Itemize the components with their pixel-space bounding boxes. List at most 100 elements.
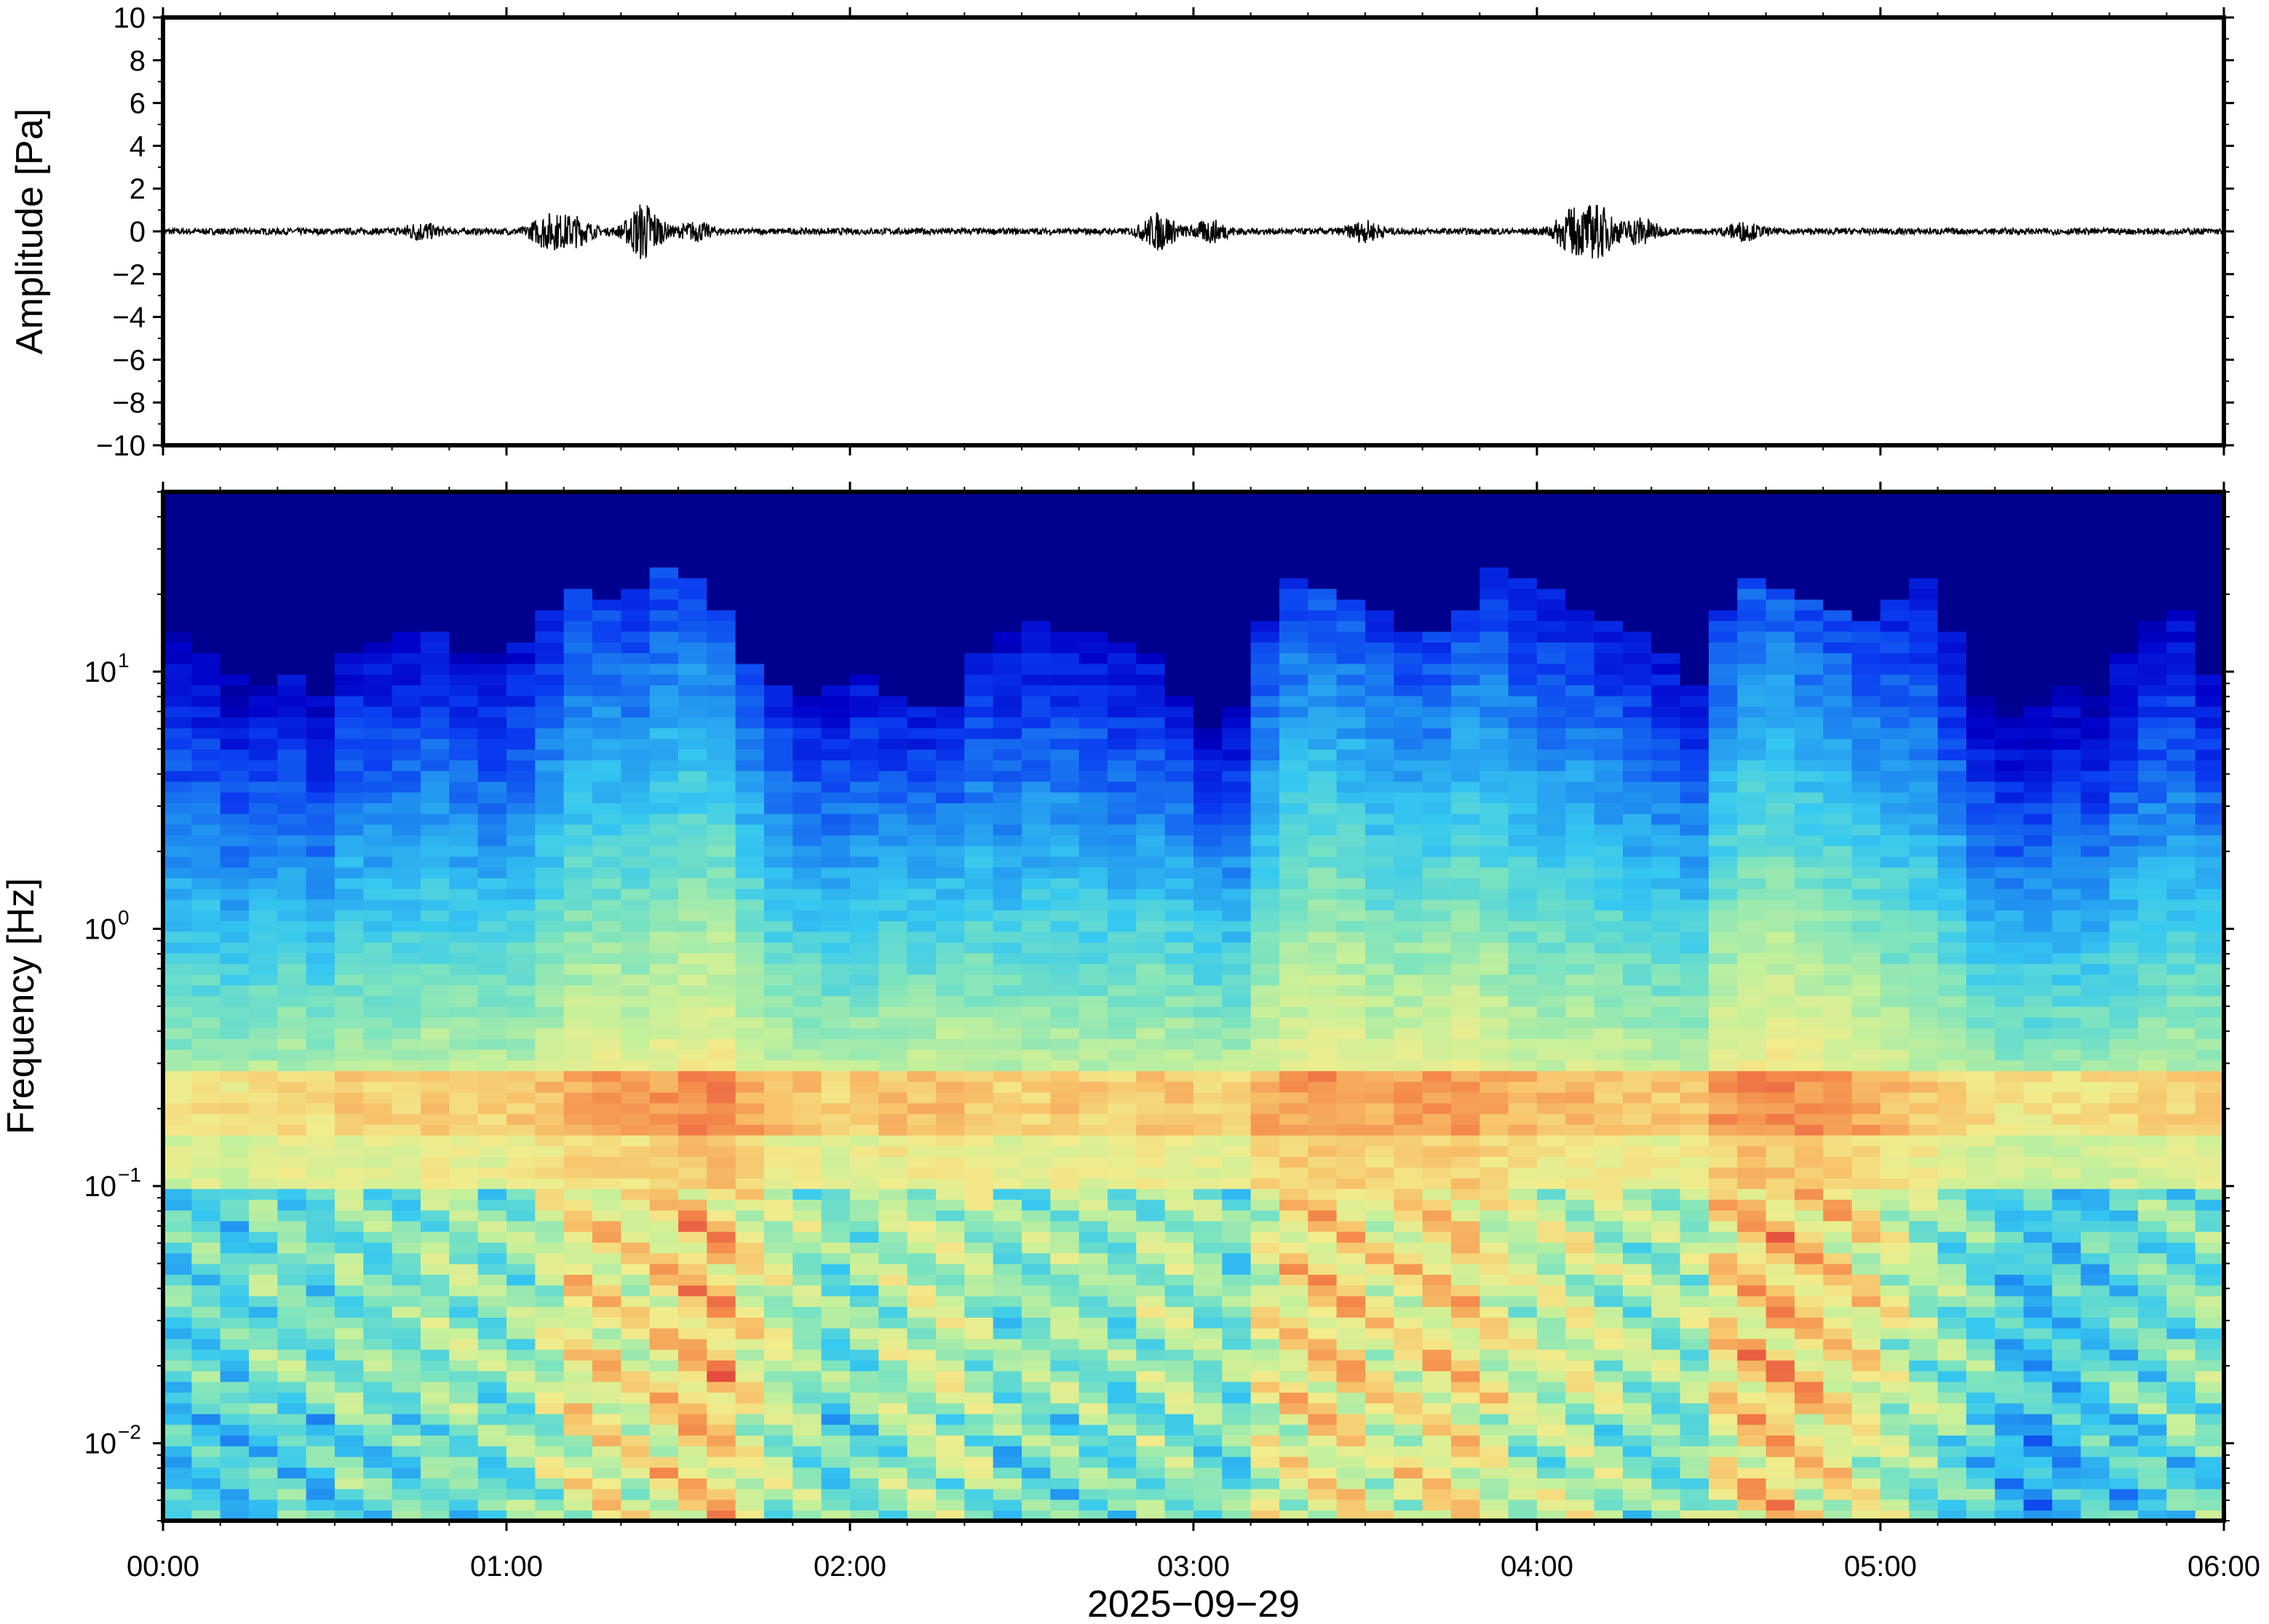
spectrogram-cell bbox=[392, 1102, 421, 1115]
spectrogram-cell bbox=[421, 717, 450, 728]
spectrogram-cell bbox=[563, 1081, 593, 1093]
waveform-y-tick-label: 8 bbox=[130, 45, 146, 77]
spectrogram-cell bbox=[363, 1209, 393, 1222]
spectrogram-cell bbox=[306, 1263, 335, 1275]
spectrogram-cell bbox=[1565, 631, 1595, 643]
spectrogram-cell bbox=[678, 652, 708, 664]
spectrogram-cell bbox=[1279, 1188, 1309, 1200]
spectrogram-cell bbox=[363, 1424, 393, 1436]
spectrogram-cell bbox=[563, 502, 593, 514]
spectrogram-cell bbox=[1193, 888, 1223, 900]
spectrogram-cell bbox=[707, 899, 736, 911]
spectrogram-cell bbox=[993, 1445, 1022, 1457]
spectrogram-cell bbox=[392, 556, 421, 568]
spectrogram-cell bbox=[993, 663, 1022, 675]
spectrogram-cell bbox=[163, 984, 193, 997]
spectrogram-cell bbox=[735, 631, 765, 643]
spectrogram-cell bbox=[1279, 1091, 1309, 1104]
spectrogram-cell bbox=[1365, 984, 1395, 997]
spectrogram-cell bbox=[1451, 706, 1481, 718]
spectrogram-cell bbox=[1250, 620, 1280, 632]
spectrogram-cell bbox=[1479, 877, 1509, 889]
spectrogram-cell bbox=[964, 974, 994, 986]
spectrogram-cell bbox=[821, 1381, 851, 1393]
spectrogram-cell bbox=[1136, 1091, 1166, 1104]
spectrogram-cell bbox=[1078, 728, 1108, 739]
spectrogram-cell bbox=[1308, 995, 1338, 1007]
spectrogram-cell bbox=[506, 1091, 536, 1104]
spectrogram-cell bbox=[707, 706, 736, 718]
spectrogram-cell bbox=[936, 984, 966, 997]
spectrogram-cell bbox=[249, 835, 279, 846]
spectrogram-cell bbox=[1078, 1048, 1108, 1061]
spectrogram-cell bbox=[1108, 1091, 1137, 1104]
spectrogram-cell bbox=[535, 1445, 565, 1457]
spectrogram-cell bbox=[1022, 556, 1052, 568]
spectrogram-cell bbox=[306, 909, 335, 921]
spectrogram-cell bbox=[506, 1113, 536, 1125]
spectrogram-cell bbox=[907, 1349, 937, 1361]
spectrogram-cell bbox=[1565, 1370, 1595, 1382]
spectrogram-cell bbox=[1222, 1499, 1252, 1511]
spectrogram-cell bbox=[563, 492, 593, 503]
spectrogram-cell bbox=[707, 835, 736, 846]
spectrogram-cell bbox=[191, 1306, 221, 1318]
spectrogram-cell bbox=[1022, 663, 1052, 675]
spectrogram-cell bbox=[1308, 845, 1338, 857]
spectrogram-cell bbox=[335, 856, 365, 868]
spectrogram-cell bbox=[1537, 920, 1567, 932]
spectrogram-cell bbox=[1537, 1006, 1567, 1018]
spectrogram-cell bbox=[306, 1048, 335, 1061]
spectrogram-cell bbox=[1078, 1445, 1108, 1457]
spectrogram-cell bbox=[335, 867, 365, 879]
spectrogram-cell bbox=[821, 685, 851, 696]
spectrogram-cell bbox=[363, 1231, 393, 1243]
spectrogram-cell bbox=[649, 995, 679, 1007]
spectrogram-cell bbox=[1565, 749, 1595, 761]
spectrogram-cell bbox=[449, 1306, 479, 1318]
spectrogram-cell bbox=[592, 1220, 622, 1233]
spectrogram-cell bbox=[363, 577, 393, 589]
spectrogram-cell bbox=[735, 920, 765, 932]
spectrogram-cell bbox=[850, 642, 880, 653]
spectrogram-cell bbox=[964, 492, 994, 503]
spectrogram-cell bbox=[821, 534, 851, 546]
spectrogram-cell bbox=[764, 1402, 794, 1414]
spectrogram-cell bbox=[1108, 899, 1137, 911]
spectrogram-cell bbox=[277, 1016, 307, 1029]
spectrogram-cell bbox=[1537, 567, 1567, 578]
spectrogram-cell bbox=[506, 1081, 536, 1093]
spectrogram-cell bbox=[707, 492, 736, 503]
spectrogram-cell bbox=[1365, 567, 1395, 578]
spectrogram-cell bbox=[1565, 1284, 1595, 1297]
spectrogram-cell bbox=[1394, 674, 1423, 685]
spectrogram-cell bbox=[964, 760, 994, 771]
spectrogram-cell bbox=[191, 1027, 221, 1039]
spectrogram-cell bbox=[707, 974, 736, 986]
spectrogram-cell bbox=[907, 1478, 937, 1489]
spectrogram-cell bbox=[764, 952, 794, 964]
spectrogram-cell bbox=[792, 1424, 822, 1436]
spectrogram-cell bbox=[1565, 781, 1595, 793]
spectrogram-cell bbox=[1279, 567, 1309, 578]
spectrogram-cell bbox=[1451, 1209, 1481, 1222]
spectrogram-cell bbox=[1308, 1392, 1338, 1404]
spectrogram-cell bbox=[506, 856, 536, 868]
spectrogram-cell bbox=[1193, 1381, 1223, 1393]
spectrogram-cell bbox=[249, 942, 279, 954]
spectrogram-cell bbox=[277, 867, 307, 879]
spectrogram-cell bbox=[1479, 1370, 1509, 1382]
spectrogram-cell bbox=[335, 1059, 365, 1072]
spectrogram-cell bbox=[363, 717, 393, 728]
spectrogram-cell bbox=[1108, 1488, 1137, 1500]
spectrogram-cell bbox=[1108, 1177, 1137, 1190]
spectrogram-cell bbox=[392, 534, 421, 546]
spectrogram-cell bbox=[506, 877, 536, 889]
spectrogram-cell bbox=[821, 867, 851, 879]
spectrogram-cell bbox=[678, 524, 708, 536]
spectrogram-cell bbox=[1078, 1402, 1108, 1414]
spectrogram-cell bbox=[1164, 813, 1194, 825]
spectrogram-cell bbox=[649, 1156, 679, 1168]
spectrogram-cell bbox=[850, 760, 880, 771]
spectrogram-cell bbox=[678, 610, 708, 621]
